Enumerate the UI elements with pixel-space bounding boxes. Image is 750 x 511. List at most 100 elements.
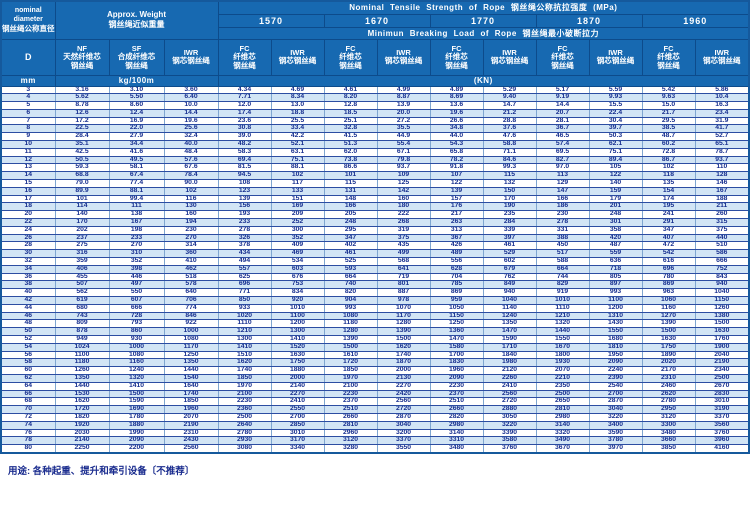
- value-cell: 198: [108, 226, 165, 235]
- value-cell: 1720: [323, 358, 378, 368]
- value-cell: 568: [376, 257, 431, 266]
- value-cell: 542: [641, 249, 696, 259]
- diameter-cell: 40: [1, 288, 56, 298]
- value-cell: 1470: [482, 327, 537, 336]
- value-cell: 666: [108, 304, 165, 313]
- value-cell: 89.9: [54, 187, 110, 196]
- value-cell: 461: [482, 241, 537, 251]
- value-cell: 1550: [535, 335, 590, 344]
- value-cell: 1740: [376, 351, 431, 360]
- diameter-cell: 13: [1, 163, 56, 173]
- value-cell: 1410: [270, 335, 325, 344]
- table-row: 4 5.62 5.50 6.40 7.71 8.34 8.20 8.87 8.69 9.40 9.1…: [1, 93, 750, 103]
- value-cell: 133: [270, 187, 325, 196]
- value-cell: 461: [323, 249, 378, 259]
- value-cell: 7.71: [217, 93, 272, 103]
- value-cell: 156: [217, 202, 272, 212]
- value-cell: 1250: [163, 351, 219, 360]
- value-cell: 434: [217, 249, 272, 259]
- value-cell: 616: [641, 257, 696, 266]
- value-cell: 869: [429, 288, 484, 298]
- value-cell: 86.7: [641, 156, 696, 165]
- value-cell: 2670: [694, 382, 750, 391]
- value-cell: 2640: [217, 421, 272, 430]
- value-cell: 2870: [376, 413, 431, 422]
- value-cell: 5.29: [482, 86, 537, 95]
- column-header-nf: NF 天然纤维芯 钢丝绳: [54, 38, 110, 76]
- value-cell: 1250: [429, 319, 484, 329]
- value-cell: 154: [641, 187, 696, 196]
- diameter-cell: 36: [1, 273, 56, 282]
- value-cell: 135: [641, 179, 696, 188]
- table-row: 60 1260 1240 1440 1740 1880 1850 2000 1960 2120 20…: [1, 366, 750, 375]
- value-cell: 188: [694, 195, 750, 204]
- value-cell: 3590: [588, 429, 643, 438]
- value-cell: 69.4: [217, 156, 272, 165]
- diameter-cell: 8: [1, 124, 56, 134]
- value-cell: 278: [217, 226, 272, 235]
- value-cell: 68.8: [54, 171, 110, 181]
- value-cell: 1280: [376, 319, 431, 329]
- value-cell: 180: [376, 202, 431, 212]
- value-cell: 3400: [588, 421, 643, 430]
- value-cell: 90.0: [163, 179, 219, 188]
- value-cell: 77.4: [108, 179, 165, 188]
- value-cell: 146: [694, 179, 750, 188]
- value-cell: 2500: [217, 413, 272, 422]
- value-cell: 402: [323, 241, 378, 251]
- value-cell: 2820: [429, 413, 484, 422]
- value-cell: 18.5: [323, 109, 378, 118]
- value-cell: 704: [429, 273, 484, 282]
- value-cell: 41.7: [694, 124, 750, 134]
- value-cell: 409: [270, 241, 325, 251]
- value-cell: 1440: [163, 366, 219, 375]
- value-cell: 4.99: [376, 86, 431, 95]
- table-row: 44 680 666 774 933 1010 993 1070 1050 1140 1110 120…: [1, 304, 750, 313]
- value-cell: 450: [535, 241, 590, 251]
- value-cell: 1620: [376, 343, 431, 352]
- value-cell: 2510: [323, 405, 378, 414]
- diameter-cell: 44: [1, 304, 56, 313]
- value-cell: 2780: [641, 397, 696, 407]
- value-cell: 8.87: [376, 93, 431, 103]
- column-header-fc-1670: FC 纤维芯 钢丝绳: [323, 38, 378, 76]
- breaking-load-label-en: Minimun Breaking Load of Rope: [367, 28, 517, 38]
- value-cell: 3960: [694, 436, 750, 446]
- value-cell: 3310: [429, 436, 484, 446]
- value-cell: 1100: [270, 312, 325, 321]
- diameter-cell: 15: [1, 179, 56, 188]
- value-cell: 52.1: [270, 140, 325, 149]
- value-cell: 2560: [376, 397, 431, 407]
- column-header-fc-1960: FC 纤维芯 钢丝绳: [641, 38, 696, 76]
- value-cell: 664: [535, 265, 590, 274]
- value-cell: 696: [217, 280, 272, 290]
- value-cell: 301: [588, 218, 643, 227]
- value-cell: 30.8: [217, 124, 272, 134]
- value-cell: 2700: [588, 390, 643, 399]
- value-cell: 9.19: [535, 93, 590, 103]
- value-cell: 130: [163, 202, 219, 212]
- grade-1570: 1570: [217, 13, 325, 28]
- value-cell: 17.2: [54, 117, 110, 126]
- value-cell: 3480: [429, 444, 484, 454]
- value-cell: 78.2: [429, 156, 484, 165]
- value-cell: 679: [482, 265, 537, 274]
- diameter-cell: 64: [1, 382, 56, 391]
- value-cell: 2020: [641, 358, 696, 368]
- diameter-cell: 12: [1, 156, 56, 165]
- value-cell: 63.1: [270, 148, 325, 157]
- value-cell: 275: [54, 241, 110, 251]
- table-row: 42 619 607 706 850 920 904 978 959 1040 1010 1100 10…: [1, 296, 750, 305]
- table-row: 38 507 497 578 696 753 740 801 785 849 829 897 869 94…: [1, 280, 750, 290]
- value-cell: 1150: [429, 312, 484, 321]
- value-cell: 2430: [163, 436, 219, 446]
- value-cell: 489: [429, 249, 484, 259]
- table-row: 64 1440 1410 1640 1970 2140 2100 2270 2230 2410 23…: [1, 382, 750, 391]
- value-cell: 494: [217, 257, 272, 266]
- value-cell: 67.4: [108, 171, 165, 181]
- value-cell: 1870: [376, 358, 431, 368]
- value-cell: 115: [482, 171, 537, 181]
- value-cell: 1590: [482, 335, 537, 344]
- value-cell: 602: [482, 257, 537, 266]
- value-cell: 69.5: [535, 148, 590, 157]
